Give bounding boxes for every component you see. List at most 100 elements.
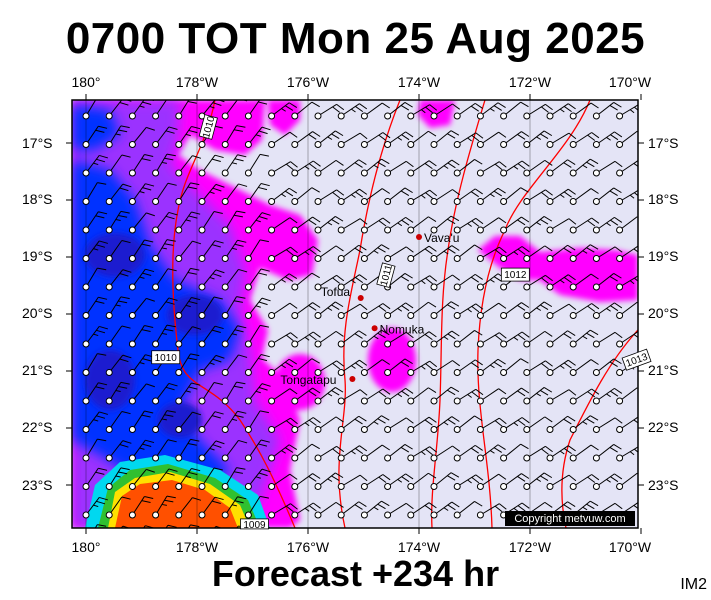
wind-barb — [221, 325, 247, 348]
wind-barb — [152, 239, 176, 262]
wind-barb — [175, 438, 200, 462]
lon-tick-bottom-180: 180° — [71, 539, 101, 555]
wind-barb — [291, 246, 321, 262]
wind-barb — [314, 501, 344, 519]
wind-barb — [269, 530, 297, 546]
wind-barb — [337, 103, 368, 120]
wind-barb — [120, 525, 131, 528]
wind-barb — [337, 445, 368, 462]
wind-barb — [198, 183, 225, 205]
wind-barb — [268, 444, 298, 462]
wind-barb — [128, 496, 154, 519]
wind-barb — [105, 183, 132, 205]
wind-barb — [453, 501, 483, 519]
wind-barb — [337, 474, 368, 490]
wind-barb — [221, 410, 247, 433]
svg-text:1012: 1012 — [504, 270, 527, 281]
wind-barb — [105, 496, 131, 519]
wind-barb — [453, 444, 483, 462]
wind-barb — [128, 297, 155, 319]
wind-barb — [337, 244, 367, 262]
wind-barb — [453, 359, 483, 376]
wind-barb — [198, 382, 223, 405]
wind-barb — [570, 531, 598, 547]
wind-barb — [546, 244, 576, 262]
wind-barb — [592, 473, 623, 490]
wind-barb — [337, 330, 367, 348]
wind-barb — [268, 187, 298, 205]
wind-barb — [592, 417, 623, 433]
map-title: 0700 TOT Mon 25 Aug 2025 — [65, 14, 646, 63]
wind-barb — [268, 246, 298, 262]
wind-barb — [175, 382, 201, 405]
wind-barb — [221, 183, 248, 205]
wind-barb — [430, 360, 461, 376]
wind-barb — [523, 159, 553, 177]
wind-barb — [221, 381, 246, 405]
wind-barb — [569, 444, 599, 462]
wind-barb — [268, 302, 298, 319]
wind-barb — [616, 301, 638, 319]
wind-barb — [291, 417, 321, 433]
wind-barb — [430, 416, 460, 433]
wind-barb — [360, 329, 390, 348]
wind-barb — [82, 467, 108, 490]
wind-barb — [175, 155, 202, 177]
wind-barb — [337, 389, 368, 405]
wind-barb — [152, 297, 178, 319]
wind-barb — [291, 358, 320, 376]
wind-barb — [337, 415, 367, 433]
lon-tick-bottom-170w: 170°W — [608, 539, 652, 555]
wind-barb — [617, 532, 646, 546]
wind-barb — [105, 410, 131, 433]
forecast-lead-time: Forecast +234 hr — [211, 553, 500, 594]
wind-barb — [569, 303, 600, 319]
wind-barb — [430, 445, 461, 462]
wind-barb — [500, 160, 530, 177]
wind-barb — [454, 531, 482, 547]
wind-barb — [407, 472, 437, 490]
lon-tick-top-172w: 172°W — [508, 74, 552, 90]
lon-tick-top-178w: 178°W — [175, 74, 219, 90]
wind-barb — [105, 325, 131, 348]
wind-barb — [268, 473, 298, 490]
wind-barb — [384, 502, 414, 519]
wind-barb — [360, 444, 391, 462]
wind-barb — [407, 331, 437, 348]
wind-barb — [152, 382, 178, 405]
wind-barb — [314, 274, 345, 291]
wind-barb — [221, 210, 246, 234]
wind-barb — [175, 353, 200, 376]
wind-barb — [105, 354, 132, 376]
wind-barb — [221, 296, 246, 319]
wind-barb — [384, 417, 414, 433]
wind-barb — [360, 188, 391, 205]
wind-barb — [569, 158, 599, 177]
wind-barb — [592, 160, 623, 177]
wind-barb — [360, 359, 391, 376]
wind-barb — [152, 211, 178, 234]
wind-barb — [268, 131, 298, 148]
wind-barb — [453, 330, 483, 348]
wind-barb — [175, 182, 200, 205]
svg-text:1009: 1009 — [243, 520, 266, 531]
wind-barb — [546, 359, 576, 376]
lon-tick-bottom-176w: 176°W — [286, 539, 330, 555]
wind-barb — [384, 444, 413, 462]
wind-barb — [221, 496, 247, 519]
wind-barb — [221, 154, 247, 177]
wind-barb — [616, 387, 638, 405]
wind-barb — [593, 530, 621, 547]
isobar-label: 1010 — [151, 350, 181, 365]
wind-barb — [500, 302, 530, 319]
wind-barb — [500, 331, 530, 348]
wind-barb — [82, 325, 109, 348]
wind-barb — [268, 503, 298, 519]
wind-barb — [128, 126, 155, 148]
wind-barb — [476, 358, 506, 376]
wind-barb — [616, 160, 638, 177]
wind-barb — [337, 359, 368, 376]
wind-barb — [128, 212, 155, 234]
wind-barb — [476, 161, 507, 177]
wind-barb — [500, 358, 529, 376]
